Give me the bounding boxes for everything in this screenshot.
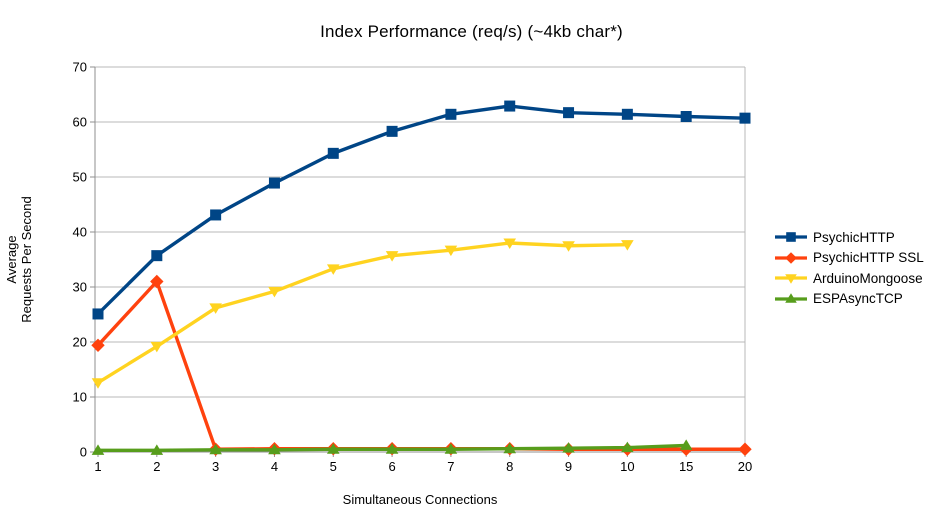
y-tick-label: 60 [73, 115, 87, 130]
x-tick-label: 4 [271, 459, 278, 474]
series-ArduinoMongoose-marker-triangle-down [326, 264, 340, 275]
series-PsychicHTTP-marker-square [680, 111, 692, 122]
y-axis-title: AverageRequests Per Second [4, 196, 34, 322]
legend-marker-triangle-down-icon [785, 274, 797, 285]
x-tick-label: 8 [506, 459, 513, 474]
legend-label: ESPAsyncTCP [813, 291, 903, 307]
legend-swatch [775, 292, 807, 303]
series-ArduinoMongoose-marker-triangle-down [150, 341, 164, 353]
series-ArduinoMongoose-marker-triangle-down [562, 241, 575, 252]
y-tick-label: 40 [73, 225, 87, 240]
y-tick-label: 70 [73, 60, 87, 75]
x-tick-label: 15 [679, 459, 693, 474]
legend-item-PsychicHTTP: PsychicHTTP [775, 227, 924, 248]
x-tick-label: 5 [330, 459, 337, 474]
series-ESPAsyncTCP-marker-triangle-up [268, 443, 281, 455]
series-PsychicHTTP-marker-square [151, 250, 163, 262]
x-tick-label: 10 [620, 459, 634, 474]
y-tick-label: 0 [80, 445, 87, 460]
legend-marker-diamond-icon [785, 251, 797, 264]
series-ArduinoMongoose-marker-triangle-down [385, 251, 399, 262]
series-line-PsychicHTTP SSL [96, 279, 745, 451]
legend-swatch [775, 274, 807, 285]
y-tick-label: 20 [73, 335, 87, 350]
legend: PsychicHTTP PsychicHTTP SSL ArduinoMongoos… [775, 227, 924, 309]
series-PsychicHTTP-marker-square [445, 108, 457, 120]
legend-marker-triangle-up-icon [785, 292, 797, 303]
series-PsychicHTTP-marker-square [327, 147, 339, 159]
y-axis-title-line: Average [4, 235, 19, 283]
series-ESPAsyncTCP-marker-triangle-up [150, 444, 164, 455]
series-line-ArduinoMongoose [97, 241, 628, 385]
series-ArduinoMongoose-marker-triangle-down [209, 303, 222, 314]
series-ESPAsyncTCP-marker-triangle-up [444, 443, 458, 454]
y-axis-title-line: Requests Per Second [19, 196, 34, 322]
series-ArduinoMongoose-marker-triangle-down [268, 286, 281, 298]
series-ArduinoMongoose-marker-triangle-down [91, 378, 105, 389]
series-PsychicHTTP-marker-square [386, 125, 398, 137]
series-PsychicHTTP SSL-marker-diamond [738, 442, 752, 456]
legend-item-ArduinoMongoose: ArduinoMongoose [775, 268, 924, 289]
x-tick-label: 2 [153, 459, 160, 474]
series-PsychicHTTP-marker-square [739, 112, 751, 124]
legend-marker-square-icon [786, 232, 796, 243]
series-ESPAsyncTCP-marker-triangle-up [562, 442, 575, 453]
legend-swatch [775, 232, 807, 243]
legend-label: PsychicHTTP SSL [813, 250, 924, 266]
series-PsychicHTTP-marker-square [92, 308, 104, 320]
series-ESPAsyncTCP-marker-triangle-up [209, 443, 222, 455]
legend-label: ArduinoMongoose [813, 270, 923, 286]
series-ESPAsyncTCP-marker-triangle-up [91, 444, 105, 455]
legend-item-ESPAsyncTCP: ESPAsyncTCP [775, 289, 924, 310]
series-PsychicHTTP SSL-marker-diamond [91, 338, 105, 352]
series-PsychicHTTP-marker-square [268, 177, 280, 189]
series-ArduinoMongoose-marker-triangle-down [444, 245, 458, 257]
y-tick-label: 50 [73, 170, 87, 185]
series-ArduinoMongoose-marker-triangle-down [503, 238, 517, 249]
x-tick-label: 1 [94, 459, 101, 474]
legend-swatch [775, 251, 807, 264]
series-PsychicHTTP-marker-square [504, 100, 516, 112]
x-tick-label: 7 [447, 459, 454, 474]
x-tick-label: 3 [212, 459, 219, 474]
series-line-PsychicHTTP [96, 104, 746, 316]
x-axis-title: Simultaneous Connections [342, 492, 498, 507]
legend-label: PsychicHTTP [813, 229, 895, 245]
series-ESPAsyncTCP-marker-triangle-up [621, 441, 634, 453]
series-ESPAsyncTCP-marker-triangle-up [385, 443, 399, 454]
series-PsychicHTTP-marker-square [210, 209, 222, 221]
series-PsychicHTTP SSL-marker-diamond [150, 274, 164, 289]
series-ESPAsyncTCP-marker-triangle-up [503, 442, 517, 454]
y-tick-label: 30 [73, 280, 87, 295]
series-PsychicHTTP-marker-square [563, 107, 575, 119]
series-PsychicHTTP-marker-square [621, 108, 633, 120]
chart-title: Index Performance (req/s) (~4kb char*) [320, 22, 623, 41]
x-tick-label: 9 [565, 459, 572, 474]
series-ESPAsyncTCP-marker-triangle-up [326, 443, 340, 454]
series-ESPAsyncTCP-marker-triangle-up [679, 439, 693, 450]
x-tick-label: 20 [738, 459, 752, 474]
legend-item-PsychicHTTP SSL: PsychicHTTP SSL [775, 248, 924, 269]
series-ArduinoMongoose-marker-triangle-down [621, 240, 634, 251]
y-tick-label: 10 [73, 390, 87, 405]
x-tick-label: 6 [388, 459, 395, 474]
